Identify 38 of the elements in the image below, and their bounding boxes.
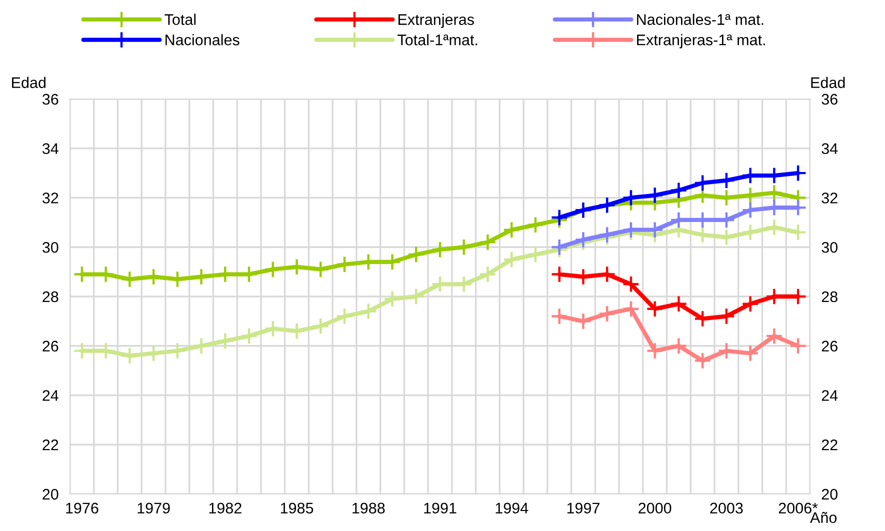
x-tick-label: 1982 [209,502,242,514]
y-tick-label: 30 [42,242,58,253]
y-tick-label: 22 [42,439,58,450]
y2-tick-label: 36 [822,94,838,105]
x-tick-label: 2000 [638,502,672,514]
y2-tick-label: 28 [822,291,838,302]
legend-label: Extranjeras-1ª mat. [637,34,765,48]
y2-tick-label: 26 [822,340,838,352]
y-tick-label: 24 [42,390,58,401]
legend-label: Nacionales-1ª mat. [637,14,764,25]
y2-tick-label: 32 [822,192,838,204]
x-tick-label: 1976 [66,502,98,514]
x-tick-label: 1997 [567,502,600,514]
y-tick-label: 20 [42,488,58,500]
legend-label: Extranjeras [398,14,474,28]
x-tick-label: 1994 [496,502,528,514]
x-tick-label: 1979 [138,502,170,514]
y2-tick-label: 34 [822,143,838,154]
y2-axis-title: Edad [811,76,845,88]
y-tick-label: 26 [42,340,58,352]
x-tick-label: 1985 [280,502,314,514]
y-tick-label: 36 [42,94,58,105]
y-tick-label: 34 [42,143,58,154]
x-tick-label: 1991 [424,502,456,514]
y2-tick-label: 24 [822,390,838,401]
y2-tick-label: 30 [822,242,838,253]
legend-label: Total-1ªmat. [398,34,478,46]
y-tick-label: 32 [42,192,58,204]
x-tick-label: 2006* [778,502,818,514]
y2-tick-label: 22 [822,439,838,450]
legend-label: Total [164,14,196,25]
legend-label: Nacionales [166,34,240,46]
x-tick-label: 2003 [710,502,743,514]
y-axis-title: Edad [12,76,46,88]
y2-tick-label: 20 [822,488,838,500]
x-axis-title: Año [810,512,837,523]
x-tick-label: 1988 [352,502,385,514]
y-tick-label: 28 [42,291,58,302]
